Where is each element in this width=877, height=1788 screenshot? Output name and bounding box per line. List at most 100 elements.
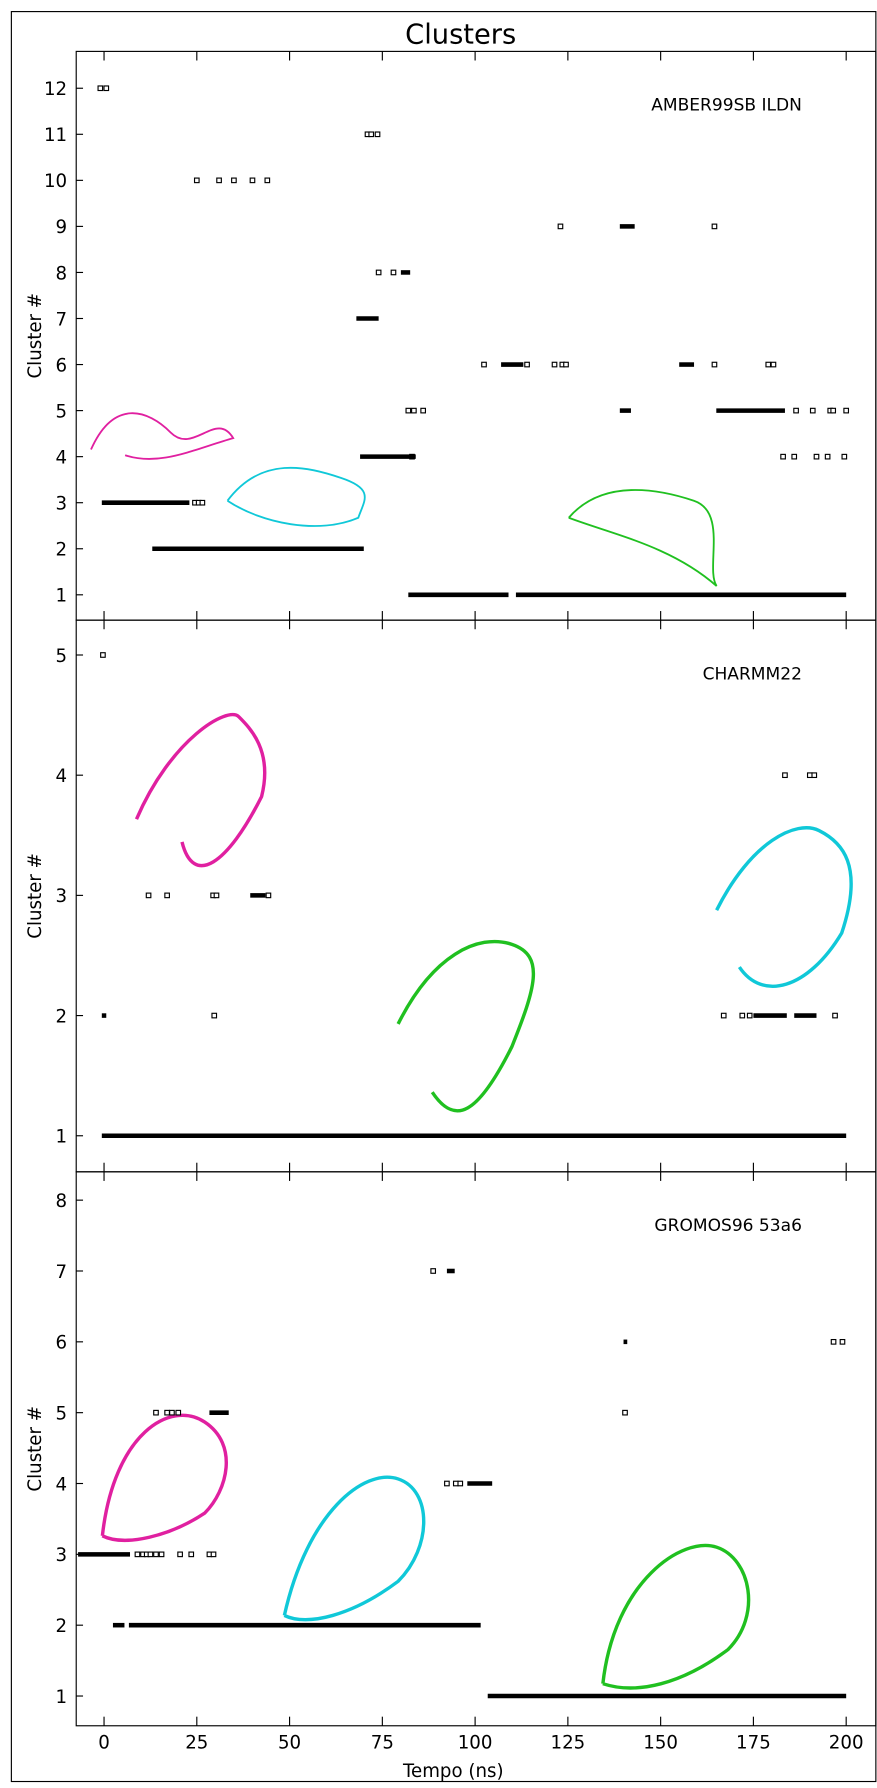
y-tick-label: 1 [56,1127,68,1148]
chart-title: Clusters [405,19,516,50]
x-tick-label: 75 [371,1733,394,1754]
cluster-point [806,772,813,779]
x-tick-label: 100 [458,1733,493,1754]
cluster-point [452,1480,459,1487]
cluster-point [557,223,564,230]
cluster-point [843,407,850,414]
cluster-point [765,361,772,368]
x-tick-label: 175 [736,1733,771,1754]
cluster-point [811,772,818,779]
cluster-point [720,1012,727,1019]
cluster-point [457,1480,464,1487]
cluster-point [211,1012,218,1019]
cluster-point [145,892,152,899]
cluster-point [711,361,718,368]
protein [282,1475,426,1622]
cluster-point [158,1551,165,1558]
cluster-point [481,361,487,368]
protein [396,939,536,1113]
cluster-point [830,407,837,414]
y-tick-label: 5 [56,1403,68,1424]
annotation: CHARMM22 [703,664,802,684]
cluster-point [216,177,222,184]
cluster-point [188,1551,195,1558]
cluster-point [249,177,256,184]
cluster-point [420,407,427,414]
y-tick-label: 11 [44,125,67,146]
cluster-point [231,177,237,184]
cluster-point [739,1012,746,1019]
protein [601,1543,751,1690]
cluster-point [134,1551,141,1558]
protein [90,412,235,460]
y-axis-label: Cluster # [25,293,46,379]
cluster-point [177,1551,183,1558]
cluster-point [551,361,558,368]
cluster-point [199,499,206,506]
y-tick-label: 2 [56,1616,68,1637]
x-axis-label: Tempo (ns) [402,1761,504,1782]
cluster-point [770,361,777,368]
plot-area [75,50,877,621]
cluster-point [622,1409,628,1416]
x-tick-label: 150 [643,1733,678,1754]
cluster-point [793,407,799,414]
cluster-point [780,453,786,460]
cluster-point [147,1551,154,1558]
y-tick-label: 10 [44,171,67,192]
y-tick-label: 4 [56,766,68,787]
cluster-point [368,131,375,138]
y-tick-label: 5 [56,646,68,667]
y-tick-label: 3 [56,1545,68,1566]
cluster-point [153,1551,159,1558]
y-tick-label: 12 [44,79,67,100]
cluster-point [813,453,820,460]
x-tick-label: 200 [829,1733,864,1754]
cluster-point [153,1409,159,1416]
y-tick-label: 6 [56,1333,68,1354]
cluster-point [374,131,381,138]
cluster-point [100,652,106,658]
annotation: GROMOS96 53a6 [654,1216,802,1236]
cluster-point [839,1338,846,1345]
cluster-point [375,269,382,276]
y-axis-label: Cluster # [25,1406,46,1492]
cluster-point [824,453,831,460]
y-tick-label: 3 [56,886,68,907]
y-tick-label: 6 [56,355,68,376]
cluster-point [830,1338,837,1345]
y-tick-label: 3 [56,494,68,515]
x-tick-label: 25 [185,1733,208,1754]
cluster-point [97,85,104,92]
plot-area [75,619,877,1173]
cluster-point [169,1409,175,1416]
protein [568,489,718,587]
protein [100,1413,228,1542]
x-tick-label: 0 [98,1733,110,1754]
y-tick-label: 1 [56,1687,68,1708]
cluster-point [264,177,271,184]
x-tick-label: 125 [551,1733,586,1754]
cluster-point [782,772,788,779]
y-tick-label: 2 [56,540,68,561]
cluster-point [411,407,417,414]
cluster-point [444,1480,450,1487]
protein [715,826,853,988]
x-tick-label: 50 [278,1733,301,1754]
cluster-point [103,85,110,92]
cluster-point [164,1409,170,1416]
cluster-point [213,892,220,899]
cluster-point [390,269,397,276]
cluster-point [809,407,816,414]
y-tick-label: 4 [56,1474,68,1495]
cluster-point [210,1551,217,1558]
cluster-point [265,892,272,899]
cluster-point [832,1012,838,1019]
protein [226,466,366,527]
y-tick-label: 8 [56,263,68,284]
y-tick-label: 2 [56,1006,68,1027]
y-tick-label: 7 [56,1262,68,1283]
y-tick-label: 4 [56,447,68,468]
cluster-point [841,453,848,460]
